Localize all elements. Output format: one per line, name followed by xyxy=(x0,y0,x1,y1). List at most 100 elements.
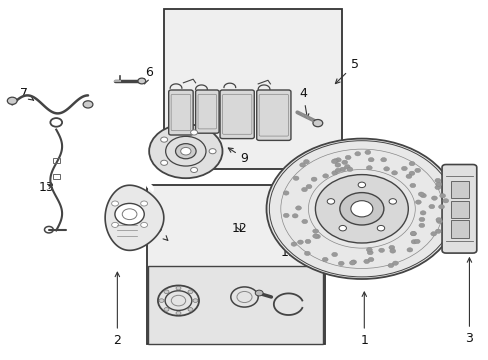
Circle shape xyxy=(378,248,384,252)
Circle shape xyxy=(339,193,383,225)
Circle shape xyxy=(389,249,395,253)
Circle shape xyxy=(430,231,436,236)
Bar xyxy=(146,185,325,344)
Circle shape xyxy=(326,199,334,204)
Circle shape xyxy=(409,183,415,188)
Text: 5: 5 xyxy=(335,58,358,84)
Circle shape xyxy=(181,148,190,155)
FancyBboxPatch shape xyxy=(195,90,219,133)
Circle shape xyxy=(149,124,222,178)
Circle shape xyxy=(193,299,198,302)
Bar xyxy=(450,181,468,198)
Circle shape xyxy=(266,139,456,279)
Circle shape xyxy=(299,163,305,167)
Circle shape xyxy=(435,217,441,222)
Circle shape xyxy=(301,188,307,192)
Circle shape xyxy=(405,174,411,179)
Circle shape xyxy=(366,248,371,252)
Circle shape xyxy=(367,158,373,162)
Circle shape xyxy=(295,206,301,210)
Circle shape xyxy=(338,225,346,231)
Circle shape xyxy=(408,171,414,175)
Circle shape xyxy=(410,240,416,244)
Bar xyxy=(147,266,322,344)
Circle shape xyxy=(159,299,163,302)
Polygon shape xyxy=(105,185,163,250)
Circle shape xyxy=(408,161,414,166)
Circle shape xyxy=(434,178,440,183)
Text: 7: 7 xyxy=(20,87,34,100)
Text: 6: 6 xyxy=(144,66,153,84)
FancyBboxPatch shape xyxy=(441,165,476,253)
Circle shape xyxy=(190,167,197,172)
Circle shape xyxy=(434,229,440,233)
FancyBboxPatch shape xyxy=(168,90,193,135)
Circle shape xyxy=(428,204,434,209)
Circle shape xyxy=(331,159,337,163)
Text: 8: 8 xyxy=(308,206,316,244)
Circle shape xyxy=(354,152,360,156)
Circle shape xyxy=(414,168,420,172)
Circle shape xyxy=(305,184,311,189)
Circle shape xyxy=(303,159,309,164)
Bar xyxy=(163,9,342,169)
Circle shape xyxy=(115,203,144,225)
Circle shape xyxy=(161,160,167,165)
Circle shape xyxy=(310,177,316,181)
Circle shape xyxy=(187,290,193,294)
Circle shape xyxy=(438,204,444,209)
Circle shape xyxy=(410,231,416,236)
Circle shape xyxy=(430,196,436,200)
Circle shape xyxy=(297,240,303,244)
Circle shape xyxy=(357,182,365,188)
Circle shape xyxy=(415,200,421,204)
Text: 4: 4 xyxy=(299,87,308,118)
Circle shape xyxy=(292,214,298,218)
Circle shape xyxy=(406,248,412,252)
Circle shape xyxy=(332,159,338,163)
Circle shape xyxy=(345,155,350,159)
Circle shape xyxy=(346,167,352,171)
Circle shape xyxy=(7,97,17,104)
Circle shape xyxy=(344,165,349,169)
Text: 10: 10 xyxy=(147,222,167,240)
Circle shape xyxy=(349,261,355,265)
Circle shape xyxy=(111,201,118,206)
Circle shape xyxy=(83,101,93,108)
Bar xyxy=(53,158,60,163)
Circle shape xyxy=(409,231,415,235)
Circle shape xyxy=(314,234,320,239)
Circle shape xyxy=(363,259,369,264)
Circle shape xyxy=(350,201,372,217)
Circle shape xyxy=(322,174,328,178)
Circle shape xyxy=(380,158,386,162)
Circle shape xyxy=(339,167,345,171)
Polygon shape xyxy=(143,181,154,192)
Circle shape xyxy=(290,242,296,246)
Circle shape xyxy=(387,263,393,267)
Circle shape xyxy=(418,217,424,222)
Circle shape xyxy=(442,199,448,203)
Circle shape xyxy=(161,137,167,142)
Bar xyxy=(450,201,468,218)
Circle shape xyxy=(417,192,423,196)
Circle shape xyxy=(366,166,371,170)
Circle shape xyxy=(304,251,310,256)
Circle shape xyxy=(312,120,322,127)
Circle shape xyxy=(301,219,307,224)
Text: 2: 2 xyxy=(113,272,121,347)
Circle shape xyxy=(187,307,193,311)
Circle shape xyxy=(141,222,147,228)
Circle shape xyxy=(138,78,145,84)
Text: 1: 1 xyxy=(360,292,367,347)
Circle shape xyxy=(392,261,398,265)
Text: 13: 13 xyxy=(39,181,54,194)
Circle shape xyxy=(176,286,181,290)
Circle shape xyxy=(439,194,445,198)
Text: 9: 9 xyxy=(228,148,248,165)
Circle shape xyxy=(305,239,310,244)
Circle shape xyxy=(141,201,147,206)
Circle shape xyxy=(312,234,318,238)
Circle shape xyxy=(435,182,441,186)
Text: 12: 12 xyxy=(231,222,247,235)
